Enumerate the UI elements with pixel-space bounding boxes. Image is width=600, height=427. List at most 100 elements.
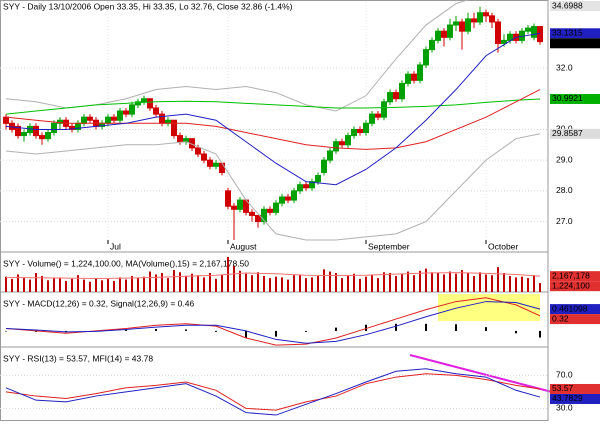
y-tick-label: 29.0 bbox=[556, 154, 573, 164]
candle-body bbox=[339, 141, 345, 146]
histogram-bar bbox=[155, 329, 157, 331]
candle-body bbox=[405, 73, 411, 84]
volume-bar bbox=[161, 273, 163, 292]
volume-bar bbox=[365, 276, 367, 292]
value-box bbox=[550, 383, 600, 394]
candle-body bbox=[321, 159, 327, 173]
candle-body bbox=[153, 107, 159, 115]
candle-body bbox=[171, 119, 177, 137]
candle-body bbox=[219, 162, 225, 173]
volume-bar bbox=[5, 276, 7, 292]
candle-body bbox=[453, 21, 459, 26]
candle-body bbox=[297, 184, 303, 192]
volume-bar bbox=[101, 280, 103, 292]
volume-bar bbox=[209, 273, 211, 292]
histogram-bar bbox=[125, 329, 127, 331]
indicator-line bbox=[5, 32, 541, 186]
volume-bar bbox=[311, 277, 313, 292]
volume-bar bbox=[233, 265, 235, 292]
volume-bar bbox=[353, 273, 355, 292]
volume-bar bbox=[521, 276, 523, 292]
volume-bar bbox=[35, 273, 37, 292]
volume-bar bbox=[59, 277, 61, 292]
volume-bar bbox=[95, 278, 97, 292]
volume-bar bbox=[89, 281, 91, 292]
candle-body bbox=[195, 147, 201, 155]
candle-body bbox=[57, 119, 63, 124]
y-tick-label: 27.0 bbox=[556, 216, 573, 226]
candle-body bbox=[393, 92, 399, 100]
candle-body bbox=[345, 135, 351, 146]
value-box bbox=[550, 128, 600, 139]
volume-bar bbox=[23, 278, 25, 292]
value-box-label: 0.32 bbox=[552, 313, 569, 323]
candle-body bbox=[249, 211, 255, 216]
volume-bar bbox=[251, 275, 253, 292]
indicator-line bbox=[5, 373, 541, 411]
volume-bar bbox=[263, 275, 265, 292]
y-tick-label: 30.0 bbox=[556, 403, 573, 413]
candle-body bbox=[489, 15, 495, 23]
volume-bar bbox=[431, 272, 433, 292]
value-box bbox=[550, 38, 600, 49]
candle-body bbox=[351, 128, 357, 137]
panel-plot bbox=[5, 297, 541, 346]
candle-body bbox=[39, 135, 45, 140]
candle-body bbox=[327, 150, 333, 161]
volume-bar bbox=[203, 277, 205, 292]
volume-bar bbox=[221, 274, 223, 292]
volume-bar bbox=[497, 267, 499, 292]
candle-body bbox=[159, 113, 165, 124]
y-tick-label: 30.0 bbox=[556, 124, 573, 134]
volume-bar bbox=[443, 274, 445, 292]
histogram-bar bbox=[515, 330, 517, 334]
volume-bar bbox=[113, 281, 115, 292]
candle-body bbox=[21, 132, 27, 137]
candle-body bbox=[369, 113, 375, 124]
volume-bar bbox=[455, 273, 457, 292]
volume-bar bbox=[11, 278, 13, 292]
histogram-bar bbox=[245, 330, 247, 339]
indicator-line bbox=[5, 89, 541, 150]
candle-body bbox=[255, 214, 261, 223]
indicator-line bbox=[5, 133, 541, 241]
histogram-bar bbox=[185, 329, 187, 331]
value-box bbox=[550, 281, 600, 292]
volume-bar bbox=[71, 278, 73, 292]
panel-plot bbox=[5, 256, 541, 292]
y-tick-label: 28.0 bbox=[556, 185, 573, 195]
histogram-bar bbox=[485, 327, 487, 331]
volume-bar bbox=[317, 275, 319, 292]
volume-bar bbox=[47, 280, 49, 292]
volume-bar bbox=[485, 274, 487, 292]
value-box-label: 1,224,100 bbox=[552, 280, 590, 290]
volume-bar bbox=[41, 275, 43, 292]
candle-body bbox=[279, 196, 285, 204]
volume-bar bbox=[143, 276, 145, 292]
volume-bar bbox=[509, 275, 511, 292]
volume-bar bbox=[479, 272, 481, 292]
volume-bar bbox=[167, 278, 169, 292]
volume-bar bbox=[53, 278, 55, 292]
value-box bbox=[550, 314, 600, 325]
candle-body bbox=[273, 202, 279, 213]
candle-body bbox=[435, 30, 441, 41]
histogram-bar bbox=[5, 330, 7, 332]
panel-title: SYY - Daily 13/10/2006 Open 33.35, Hi 33… bbox=[3, 1, 293, 11]
volume-bar bbox=[413, 275, 415, 292]
candle-body bbox=[465, 18, 471, 32]
volume-bar bbox=[473, 275, 475, 292]
candle-body bbox=[501, 39, 507, 44]
panel-frame bbox=[0, 346, 549, 421]
volume-bar bbox=[125, 279, 127, 292]
candle-body bbox=[291, 190, 297, 201]
y-tick-label: 32.0 bbox=[556, 62, 573, 72]
value-box bbox=[550, 304, 600, 315]
candle-body bbox=[525, 27, 531, 32]
volume-bar bbox=[515, 277, 517, 292]
volume-bar bbox=[527, 278, 529, 292]
volume-bar bbox=[173, 270, 175, 292]
volume-bar bbox=[119, 277, 121, 292]
volume-bar bbox=[407, 271, 409, 292]
